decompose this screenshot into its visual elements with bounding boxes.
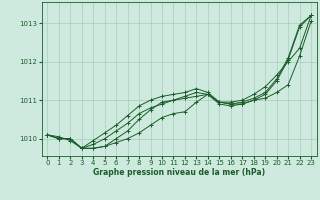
X-axis label: Graphe pression niveau de la mer (hPa): Graphe pression niveau de la mer (hPa) bbox=[93, 168, 265, 177]
